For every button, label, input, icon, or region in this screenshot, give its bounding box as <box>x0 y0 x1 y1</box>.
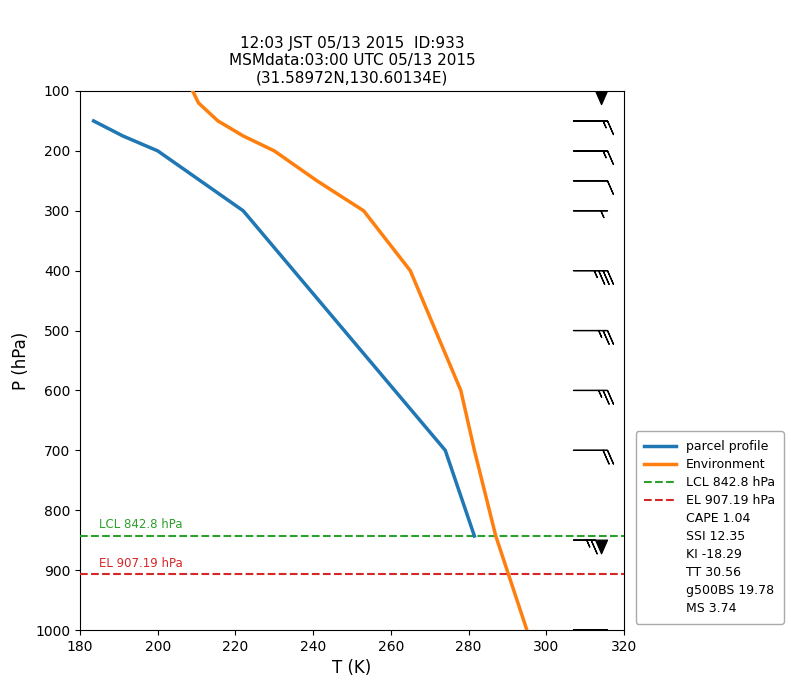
Legend: parcel profile, Environment, LCL 842.8 hPa, EL 907.19 hPa, CAPE 1.04, SSI 12.35,: parcel profile, Environment, LCL 842.8 h… <box>636 431 783 624</box>
Title: 12:03 JST 05/13 2015  ID:933
MSMdata:03:00 UTC 05/13 2015
(31.58972N,130.60134E): 12:03 JST 05/13 2015 ID:933 MSMdata:03:0… <box>229 36 475 85</box>
Text: LCL 842.8 hPa: LCL 842.8 hPa <box>99 518 183 531</box>
X-axis label: T (K): T (K) <box>332 659 372 678</box>
Y-axis label: P (hPa): P (hPa) <box>11 331 30 390</box>
Text: EL 907.19 hPa: EL 907.19 hPa <box>99 556 183 570</box>
